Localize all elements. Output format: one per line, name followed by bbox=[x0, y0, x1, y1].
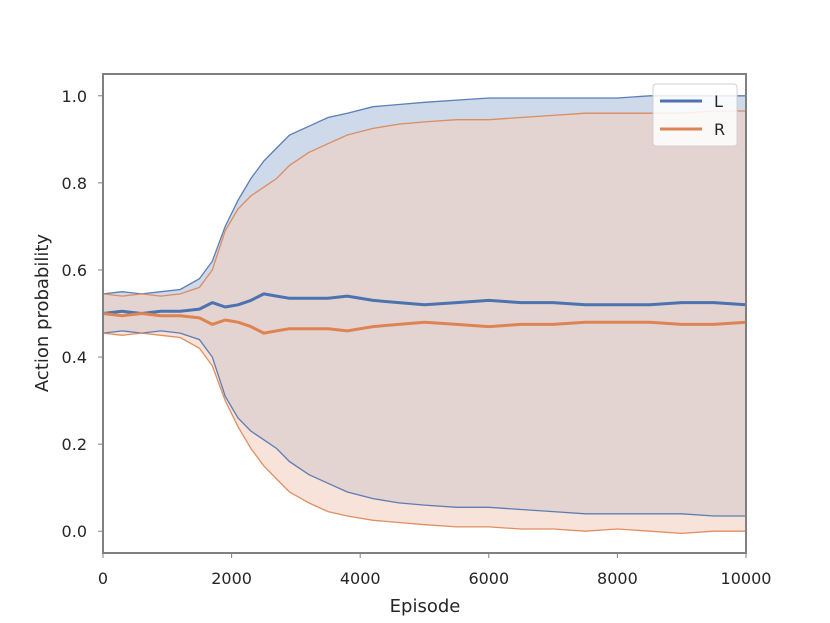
y-axis-label: Action probability bbox=[32, 234, 53, 392]
x-tick-label: 6000 bbox=[468, 569, 509, 588]
y-tick-label: 1.0 bbox=[62, 87, 87, 106]
y-tick-label: 0.0 bbox=[62, 522, 87, 541]
y-tick-label: 0.6 bbox=[62, 261, 87, 280]
mean-lines bbox=[102, 292, 747, 335]
x-tick-label: 2000 bbox=[211, 569, 252, 588]
band-edges bbox=[102, 95, 746, 535]
y-axis-ticks: 0.0 0.2 0.4 0.6 0.8 1.0 bbox=[62, 87, 103, 541]
plot-frame bbox=[102, 73, 747, 554]
mean-line-l bbox=[102, 292, 747, 315]
x-tick-label: 0 bbox=[98, 569, 108, 588]
band-lower-edge-r bbox=[102, 332, 746, 535]
legend: L R bbox=[652, 83, 738, 147]
mean-line-r bbox=[102, 312, 747, 335]
band-upper-edge-l bbox=[102, 95, 746, 295]
y-tick-label: 0.2 bbox=[62, 435, 87, 454]
y-tick-label: 0.4 bbox=[62, 348, 87, 367]
legend-label-r: R bbox=[714, 120, 725, 139]
x-tick-label: 10000 bbox=[721, 569, 772, 588]
x-tick-label: 4000 bbox=[340, 569, 381, 588]
x-tick-label: 8000 bbox=[597, 569, 638, 588]
y-tick-label: 0.8 bbox=[62, 174, 87, 193]
band-lower-edge-l bbox=[102, 330, 746, 517]
band-upper-edge-r bbox=[102, 110, 746, 297]
legend-label-l: L bbox=[714, 92, 723, 111]
x-axis-label: Episode bbox=[390, 596, 461, 617]
x-axis-ticks: 0 2000 4000 6000 8000 10000 bbox=[98, 553, 772, 588]
